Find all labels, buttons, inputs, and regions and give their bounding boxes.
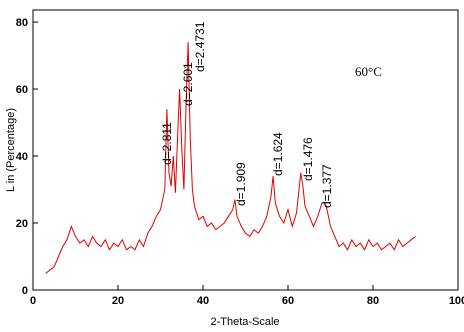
plot-frame bbox=[32, 9, 459, 291]
x-tick-label: 60 bbox=[282, 295, 294, 307]
x-axis-label: 2-Theta-Scale bbox=[210, 316, 279, 328]
y-tick-label: 0 bbox=[22, 285, 28, 297]
annotation: d=1.909 bbox=[234, 162, 248, 206]
annotation: d=1.624 bbox=[271, 132, 285, 176]
y-tick-label: 80 bbox=[16, 17, 28, 29]
annotation: d=2.811 bbox=[160, 122, 174, 165]
x-tick-label: 100 bbox=[449, 295, 464, 307]
y-tick-label: 60 bbox=[16, 84, 28, 96]
annotation: d=1.377 bbox=[320, 164, 334, 208]
x-tick-label: 80 bbox=[367, 295, 379, 307]
y-tick-label: 40 bbox=[16, 151, 28, 163]
data-line bbox=[45, 42, 416, 274]
annotation: d=1.476 bbox=[301, 137, 315, 181]
x-tick-label: 40 bbox=[197, 295, 209, 307]
annotation: d=2.601 bbox=[181, 62, 195, 106]
x-tick-label: 0 bbox=[30, 295, 36, 307]
annotation: 60°C bbox=[355, 64, 382, 79]
annotation: d=2.4731 bbox=[193, 21, 207, 72]
x-tick-label: 20 bbox=[112, 295, 124, 307]
y-axis-label: L in (Percentage) bbox=[5, 108, 17, 192]
y-tick-label: 20 bbox=[16, 218, 28, 230]
